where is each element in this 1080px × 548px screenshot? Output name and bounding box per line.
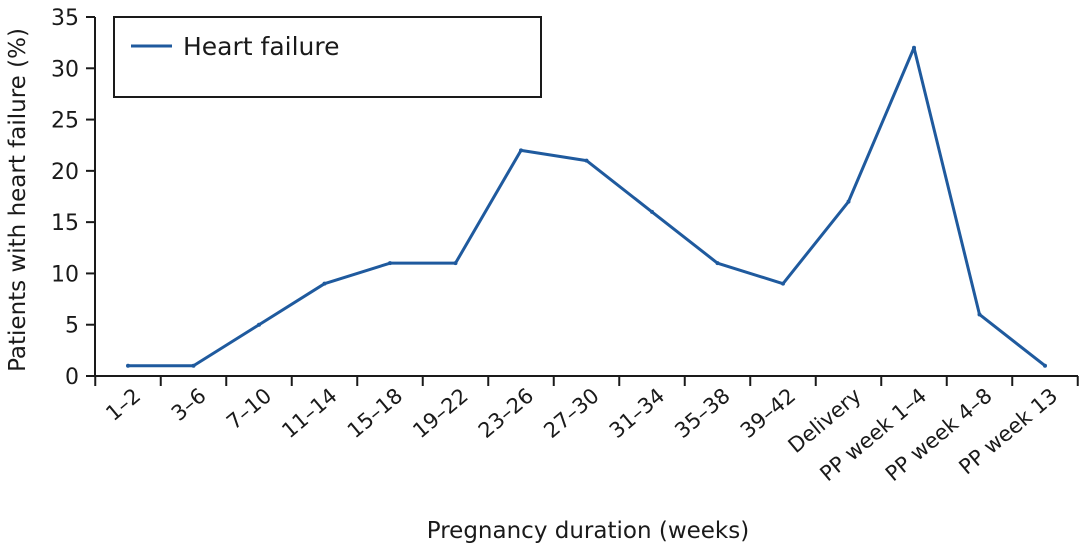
x-tick-label: 27–30: [539, 383, 603, 442]
data-point-14: [977, 312, 982, 317]
legend-label: Heart failure: [183, 32, 340, 61]
data-point-11: [781, 281, 785, 286]
x-tick-label: 7–10: [222, 383, 276, 434]
data-point-4: [322, 281, 327, 286]
data-point-7: [519, 148, 523, 153]
data-point-3: [257, 322, 261, 327]
x-axis-title: Pregnancy duration (weeks): [427, 518, 749, 544]
y-tick-label: 20: [51, 160, 79, 185]
data-point-2: [191, 363, 196, 368]
x-tick-label: 3–6: [167, 383, 211, 425]
legend-box: [113, 16, 542, 98]
data-point-5: [388, 261, 392, 266]
y-axis: 0 5 10 15 20 25 30 35: [51, 6, 96, 390]
y-tick-label: 15: [51, 211, 79, 236]
x-axis: 1–2 3–6 7–10 11–14 15–18 19–22 23–26 27–30 31–34…: [94, 375, 1079, 486]
data-point-10: [715, 261, 720, 266]
x-tick-label: 31–34: [605, 383, 669, 442]
y-tick-label: 30: [51, 57, 79, 82]
x-tick-label: 19–22: [408, 383, 472, 442]
y-tick-label: 0: [65, 365, 79, 390]
legend: Heart failure: [113, 16, 542, 98]
data-point-6: [453, 261, 458, 266]
data-point-1: [126, 363, 130, 368]
x-tick-label: 15–18: [343, 383, 407, 442]
y-axis-title: Patients with heart failure (%): [5, 28, 31, 372]
series-layer: [126, 45, 1047, 368]
x-tick-label: 35–38: [670, 383, 734, 442]
x-tick-label: 11–14: [277, 383, 341, 442]
y-tick-label: 25: [51, 109, 79, 134]
y-tick-label: 5: [65, 314, 79, 339]
data-point-9: [650, 209, 654, 214]
y-tick-label: 35: [51, 6, 79, 31]
y-tick-label: 10: [51, 262, 79, 287]
x-tick-label: 1–2: [101, 383, 145, 425]
data-point-15: [1043, 363, 1047, 368]
x-tick-label: 23–26: [474, 383, 538, 442]
data-point-12: [846, 199, 851, 204]
data-point-13: [912, 45, 916, 50]
data-point-8: [584, 158, 589, 163]
